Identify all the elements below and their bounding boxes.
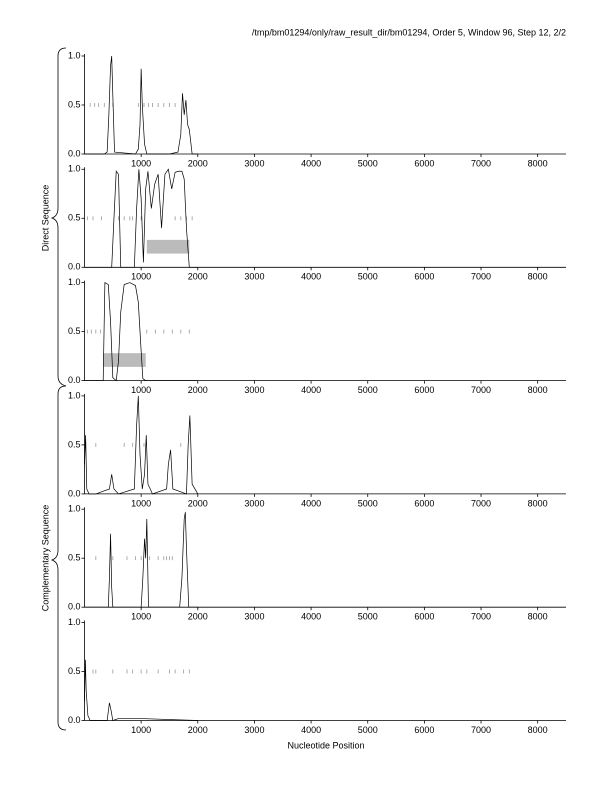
x-tick-label: 5000 (358, 498, 378, 508)
x-tick-label: 3000 (244, 158, 264, 168)
x-tick-label: 7000 (471, 385, 491, 395)
x-tick-label: 2000 (188, 272, 208, 282)
x-tick-label: 4000 (301, 385, 321, 395)
x-tick-label: 6000 (414, 612, 434, 622)
y-tick-label: 1.0 (68, 504, 81, 514)
x-tick-label: 2000 (188, 725, 208, 735)
x-tick-label: 6000 (414, 158, 434, 168)
y-tick-label: 0.5 (68, 99, 81, 109)
x-tick-label: 8000 (528, 612, 548, 622)
x-tick-label: 3000 (244, 612, 264, 622)
y-tick-label: 0.0 (68, 715, 81, 725)
group-brace (50, 47, 67, 387)
x-tick-label: 2000 (188, 385, 208, 395)
x-tick-label: 7000 (471, 725, 491, 735)
coding-potential-line (84, 168, 198, 268)
x-tick-label: 2000 (188, 158, 208, 168)
y-tick-label: 0.5 (68, 553, 81, 563)
x-tick-label: 5000 (358, 158, 378, 168)
x-tick-label: 8000 (528, 385, 548, 395)
x-tick-label: 6000 (414, 725, 434, 735)
x-tick-label: 1000 (131, 725, 151, 735)
x-tick-label: 1000 (131, 612, 151, 622)
y-tick-label: 1.0 (68, 277, 81, 287)
x-tick-label: 1000 (131, 385, 151, 395)
coding-potential-line (84, 282, 198, 382)
x-tick-label: 5000 (358, 272, 378, 282)
y-tick-label: 0.0 (68, 602, 81, 612)
x-tick-label: 5000 (358, 385, 378, 395)
x-tick-label: 7000 (471, 498, 491, 508)
x-tick-label: 4000 (301, 725, 321, 735)
x-tick-label: 5000 (358, 612, 378, 622)
x-tick-label: 7000 (471, 272, 491, 282)
x-tick-label: 8000 (528, 498, 548, 508)
coding-potential-line (84, 512, 198, 608)
y-tick-label: 0.0 (68, 262, 81, 272)
y-tick-label: 1.0 (68, 164, 81, 174)
x-tick-label: 2000 (188, 498, 208, 508)
gene-region (103, 353, 146, 367)
x-tick-label: 4000 (301, 612, 321, 622)
x-tick-label: 8000 (528, 725, 548, 735)
y-tick-label: 0.0 (68, 488, 81, 498)
x-tick-label: 3000 (244, 272, 264, 282)
x-tick-label: 7000 (471, 612, 491, 622)
x-tick-label: 5000 (358, 725, 378, 735)
y-tick-label: 0.0 (68, 375, 81, 385)
x-tick-label: 4000 (301, 158, 321, 168)
x-tick-label: 6000 (414, 498, 434, 508)
x-tick-label: 3000 (244, 725, 264, 735)
y-tick-label: 0.5 (68, 326, 81, 336)
x-tick-label: 3000 (244, 498, 264, 508)
x-axis-label: Nucleotide Position (287, 740, 364, 750)
y-tick-label: 0.5 (68, 666, 81, 676)
group-label: Complementary Sequence (40, 505, 50, 612)
x-tick-label: 7000 (471, 158, 491, 168)
y-tick-label: 1.0 (68, 617, 81, 627)
y-tick-label: 0.0 (68, 148, 81, 158)
x-tick-label: 6000 (414, 385, 434, 395)
y-tick-label: 1.0 (68, 50, 81, 60)
y-tick-label: 1.0 (68, 390, 81, 400)
coding-potential-line (84, 395, 199, 495)
group-brace (50, 385, 67, 731)
x-tick-label: 4000 (301, 272, 321, 282)
x-tick-label: 1000 (131, 272, 151, 282)
x-tick-label: 8000 (528, 158, 548, 168)
gene-region (146, 239, 190, 254)
x-tick-label: 3000 (244, 385, 264, 395)
x-tick-label: 1000 (131, 498, 151, 508)
x-tick-label: 8000 (528, 272, 548, 282)
y-tick-label: 0.5 (68, 439, 81, 449)
y-tick-label: 0.5 (68, 213, 81, 223)
x-tick-label: 4000 (301, 498, 321, 508)
x-tick-label: 2000 (188, 612, 208, 622)
chart-title: /tmp/bm01294/only/raw_result_dir/bm01294… (252, 27, 566, 37)
coding-potential-line (84, 659, 198, 721)
group-label: Direct Sequence (40, 185, 50, 252)
x-tick-label: 1000 (131, 158, 151, 168)
x-tick-label: 6000 (414, 272, 434, 282)
coding-potential-line (84, 55, 198, 155)
